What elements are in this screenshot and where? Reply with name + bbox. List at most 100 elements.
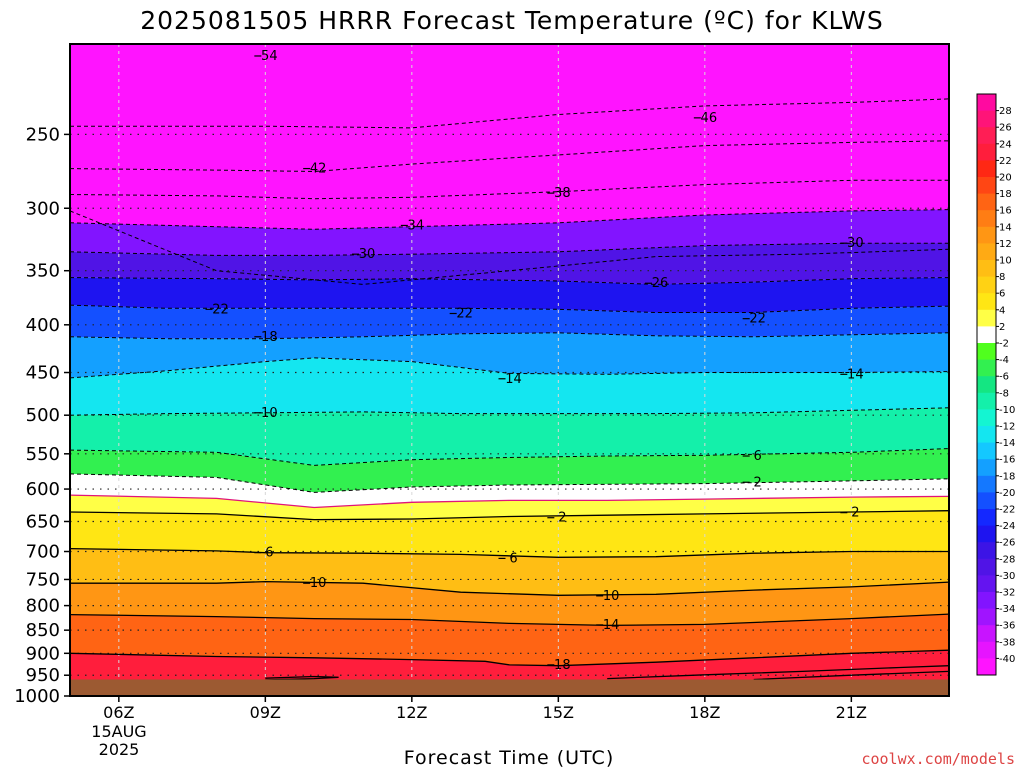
contour-label: 42: [310, 162, 327, 177]
colorbar-label: -4: [999, 355, 1009, 366]
colorbar-swatch: [977, 376, 996, 394]
colorbar-swatch: [977, 94, 996, 112]
x-tick-label: 18Z: [689, 703, 720, 722]
contour-line: [70, 510, 949, 521]
colorbar-label: -6: [999, 372, 1009, 383]
colorbar-label: -40: [999, 654, 1015, 665]
date-label-day: 15AUG: [91, 722, 146, 741]
x-tick-label: 15Z: [543, 703, 574, 722]
y-tick-label: 700: [26, 542, 60, 563]
contour-line: [70, 613, 949, 627]
y-tick-label: 950: [26, 665, 60, 686]
colorbar-label: -12: [999, 422, 1015, 433]
colorbar-swatch: [977, 359, 996, 377]
contour-label: 30: [359, 247, 376, 262]
x-tick-label: 12Z: [396, 703, 427, 722]
y-tick-label: 900: [26, 643, 60, 664]
colorbar-label: 24: [999, 139, 1012, 150]
colorbar-swatch: [977, 459, 996, 477]
temperature-band: [70, 448, 949, 493]
colorbar-swatch: [977, 309, 996, 327]
contour-label: 6: [754, 449, 762, 464]
contour-label: 26: [652, 276, 669, 291]
colorbar-label: 18: [999, 189, 1012, 200]
colorbar-swatch: [977, 492, 996, 510]
temperature-band: [70, 209, 949, 256]
colorbar-swatch: [977, 243, 996, 261]
contour-label: 14: [603, 618, 620, 633]
contour-label: 38: [554, 186, 571, 201]
colorbar-label: -16: [999, 455, 1015, 466]
contour-line: [753, 670, 949, 681]
colorbar-label: 20: [999, 173, 1012, 184]
contour-line: [70, 140, 949, 173]
colorbar-label: -10: [999, 405, 1015, 416]
colorbar-swatch: [977, 392, 996, 410]
y-tick-label: 650: [26, 511, 60, 532]
colorbar-swatch: [977, 177, 996, 195]
contour-label: 6: [265, 546, 273, 561]
colorbar-label: -32: [999, 588, 1015, 599]
contour-label: 18: [554, 658, 571, 673]
colorbar-swatch: [977, 343, 996, 361]
contour-label: 34: [408, 218, 425, 233]
temperature-band: [70, 44, 949, 128]
contour-line: [70, 547, 949, 558]
x-tick-label: 06Z: [103, 703, 134, 722]
contour-label: 18: [261, 330, 278, 345]
colorbar-swatch: [977, 475, 996, 493]
colorbar-label: 12: [999, 239, 1012, 250]
colorbar-label: -36: [999, 621, 1015, 632]
colorbar-label: 10: [999, 256, 1012, 267]
contour-line: [70, 209, 949, 230]
contour-line: [70, 580, 949, 596]
temperature-band: [70, 98, 949, 172]
y-tick-label: 800: [26, 596, 60, 617]
x-tick-label: 09Z: [250, 703, 281, 722]
colorbar-label: -24: [999, 521, 1015, 532]
contour-label: 22: [456, 307, 473, 322]
colorbar-swatch: [977, 542, 996, 560]
colorbar-label: 26: [999, 123, 1012, 134]
colorbar-label: 2: [999, 322, 1005, 333]
temperature-band: [70, 277, 949, 313]
colorbar-label: 16: [999, 206, 1012, 217]
temperature-band: [70, 614, 949, 666]
contour-label: 22: [212, 302, 229, 317]
temperature-band: [70, 407, 949, 466]
contour-line: [70, 242, 949, 256]
colorbar-swatch: [977, 293, 996, 311]
colorbar-swatch: [977, 326, 996, 344]
y-tick-label: 600: [26, 479, 60, 500]
contour-label: 10: [261, 406, 278, 421]
colorbar-swatch: [977, 442, 996, 460]
x-axis: 06Z 09Z 12Z 15Z 18Z 21Z: [103, 696, 867, 722]
colorbar-label: -18: [999, 471, 1015, 482]
colorbar-label: 14: [999, 222, 1012, 233]
colorbar-swatch: [977, 409, 996, 427]
contour-label: 10: [603, 589, 620, 604]
temperature-band: [70, 243, 949, 285]
colorbar-frame: [976, 93, 997, 676]
contour-label: 2: [558, 511, 566, 526]
contour-label: 30: [847, 236, 864, 251]
colorbar-label: -38: [999, 637, 1015, 648]
y-tick-label: 400: [26, 315, 60, 336]
y-tick-label: 850: [26, 620, 60, 641]
colorbar-label: 8: [999, 272, 1005, 283]
credit-text: coolwx.com/models: [861, 750, 1015, 768]
colorbar-swatch: [977, 625, 996, 643]
colorbar-swatch: [977, 658, 996, 676]
colorbar-swatch: [977, 260, 996, 278]
x-axis-title: Forecast Time (UTC): [404, 747, 614, 768]
temperature-band: [70, 140, 949, 199]
colorbar-label: -26: [999, 538, 1015, 549]
contour-line: [607, 665, 949, 680]
y-axis: 2503003504004505005506006507007508008509…: [14, 124, 70, 707]
colorbar-label: 6: [999, 289, 1005, 300]
y-tick-label: 450: [26, 363, 60, 384]
colorbar-swatch: [977, 592, 996, 610]
contour-label: 10: [310, 576, 327, 591]
